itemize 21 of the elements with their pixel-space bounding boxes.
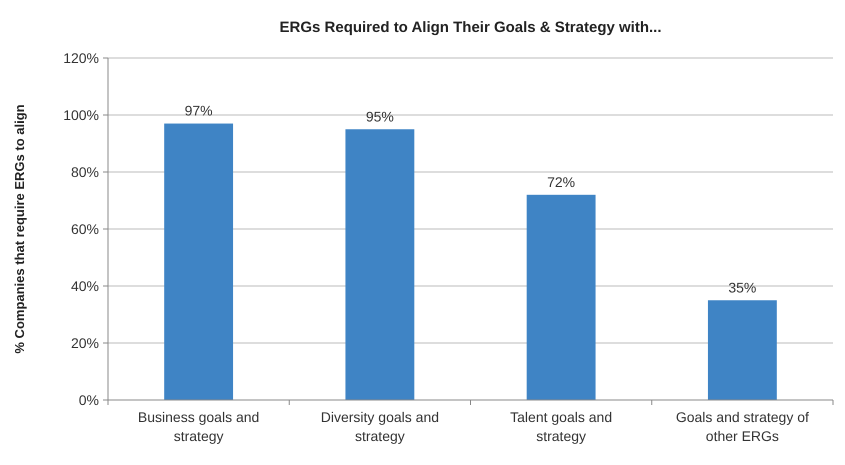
data-label: 72%: [547, 174, 576, 190]
chart-title: ERGs Required to Align Their Goals & Strategy with...: [280, 19, 662, 36]
bar: [708, 300, 777, 400]
data-label: 95%: [366, 108, 394, 124]
data-label: 97%: [184, 102, 213, 119]
y-tick-label: 100%: [63, 106, 99, 123]
x-tick-label: Talent goals and strategy: [510, 409, 612, 444]
y-tick-label: 60%: [70, 220, 99, 237]
y-tick-label: 20%: [70, 334, 99, 351]
data-label: 35%: [728, 279, 756, 296]
x-tick-label: Goals and strategy of other ERGs: [676, 409, 810, 444]
y-tick-label: 0%: [78, 392, 99, 408]
bar: [345, 129, 414, 400]
y-axis-title: % Companies that require ERGs to align: [12, 104, 27, 354]
x-tick-label: Business goals and strategy: [138, 409, 260, 444]
bar: [164, 124, 234, 400]
x-tick-label: Diversity goals and strategy: [320, 409, 440, 444]
bar: [526, 194, 596, 400]
y-tick-label: 80%: [70, 164, 99, 180]
y-tick-label: 120%: [63, 50, 99, 66]
y-tick-label: 40%: [70, 278, 99, 294]
